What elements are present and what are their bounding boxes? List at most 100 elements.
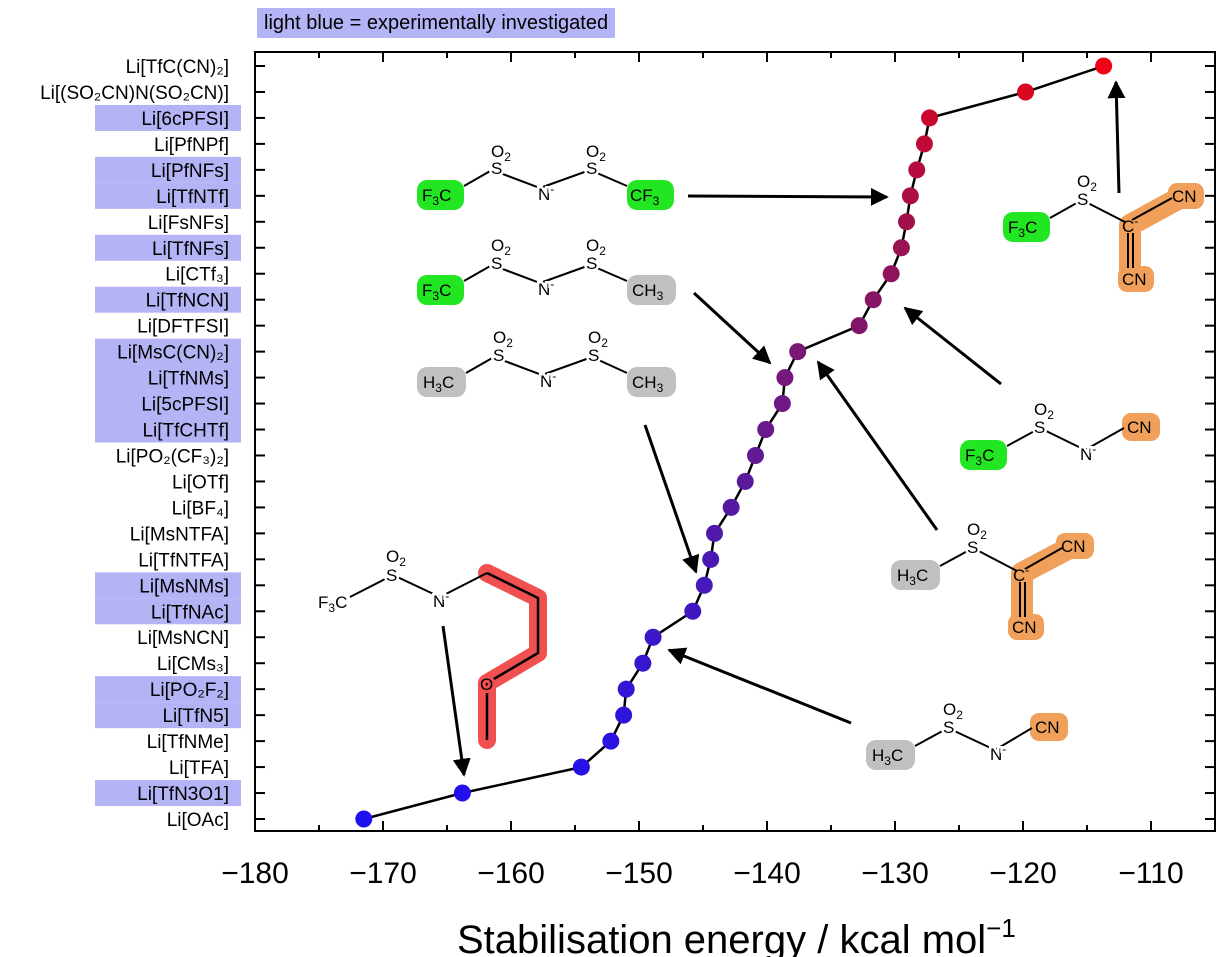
ch3-group xyxy=(627,275,676,305)
svg-text:CH3: CH3 xyxy=(632,373,664,395)
structure-msccn2: H3C S O2 C- CN CN xyxy=(891,520,1094,640)
y-tick-label: Li[TfNAc] xyxy=(151,602,229,623)
svg-text:CN: CN xyxy=(1122,270,1147,289)
y-tick-label: Li[TfNCN] xyxy=(146,291,229,312)
y-tick-label: Li[PO₂F₂] xyxy=(150,680,229,701)
points-layer xyxy=(355,57,1113,828)
cn-group xyxy=(1122,413,1160,441)
y-tick-label: Li[MsC(CN)₂] xyxy=(117,343,229,364)
svg-text:CN: CN xyxy=(1012,618,1037,637)
x-tick-label: −140 xyxy=(733,857,801,890)
highlight-Li[TfNCN] xyxy=(95,286,241,313)
y-tick-label: Li[CTf₃] xyxy=(165,265,229,286)
svg-text:CN: CN xyxy=(1061,537,1086,556)
cf3-group xyxy=(417,275,464,305)
y-tick-label: Li[PO₂(CF₃)₂] xyxy=(116,446,229,467)
highlight-Li[6cPFSI] xyxy=(95,104,241,131)
svg-text:S: S xyxy=(586,159,597,178)
highlight-Li[TfN5] xyxy=(95,702,241,729)
highlight-Li[5cPFSI] xyxy=(95,390,241,417)
y-tick-label: Li[TfNMe] xyxy=(147,732,229,753)
svg-text:O: O xyxy=(480,675,493,694)
y-tick-label: Li[CMs₃] xyxy=(157,654,229,675)
structure-tfntf: F3C S O2 N- S O2 CF3 xyxy=(417,142,674,210)
structure-tfnms: F3C S O2 N- S O2 CH3 xyxy=(417,236,676,305)
data-point-Li[MsNTFA] xyxy=(706,524,724,542)
y-tick-label: Li[OTf] xyxy=(172,472,229,493)
structure-tfncn: F3C S O2 N- CN xyxy=(960,400,1160,470)
data-point-Li[TfN3O1] xyxy=(453,784,471,802)
data-point-Li[TFA] xyxy=(572,758,590,776)
cn-group-top xyxy=(1056,533,1094,559)
cn-group-top xyxy=(1168,183,1204,209)
highlight-layer xyxy=(95,104,241,807)
y-tick-label: Li[TfNTFA] xyxy=(138,550,229,571)
ch3-group xyxy=(891,560,940,590)
data-point-Li[MsC(CN)2] xyxy=(789,343,807,361)
data-point-Li[PO2(CF3)2] xyxy=(746,446,764,464)
svg-text:O2: O2 xyxy=(1034,400,1054,422)
highlight-Li[PO2F2] xyxy=(95,676,241,703)
highlight-Li[TfNAc] xyxy=(95,598,241,625)
cn-group-bottom xyxy=(1118,266,1154,292)
svg-text:F3C: F3C xyxy=(422,186,451,208)
cf3-group xyxy=(1003,212,1050,242)
legend-box: light blue = experimentally investigated xyxy=(257,8,616,38)
data-point-Li[OTf] xyxy=(736,472,754,490)
data-point-Li[6cPFSI] xyxy=(921,109,939,127)
svg-text:F3C: F3C xyxy=(965,446,994,468)
ch3-group xyxy=(866,740,915,770)
y-tick-label: Li[TfN3O1] xyxy=(137,784,229,805)
highlight-Li[TfNFs] xyxy=(95,234,241,261)
svg-text:C-: C- xyxy=(1013,563,1029,585)
data-point-Li[BF4] xyxy=(722,498,740,516)
svg-text:CH3: CH3 xyxy=(632,281,664,303)
svg-text:O2: O2 xyxy=(493,328,513,350)
cf3-group-right xyxy=(627,180,674,210)
arrow-tfntf xyxy=(687,187,889,206)
arrow-msnms xyxy=(643,424,700,574)
svg-text:O2: O2 xyxy=(967,520,987,542)
svg-text:S: S xyxy=(491,254,502,273)
svg-text:N-: N- xyxy=(538,277,554,299)
data-point-Li[TfNFs] xyxy=(892,239,910,257)
x-tick-label: −120 xyxy=(989,857,1057,890)
svg-text:H3C: H3C xyxy=(423,373,454,395)
svg-text:O2: O2 xyxy=(491,236,511,258)
x-tick-label: −160 xyxy=(477,857,545,890)
y-tick-label: Li[MsNCN] xyxy=(137,628,229,649)
svg-text:S: S xyxy=(588,346,599,365)
arrows xyxy=(441,80,1126,777)
data-point-Li[TfNTFA] xyxy=(702,550,720,568)
ch3-group-right xyxy=(627,367,676,397)
x-axis-label: Stabilisation energy / kcal mol−1 xyxy=(457,913,1016,957)
y-tick-label: Li[5cPFSI] xyxy=(141,395,229,416)
y-tick-label: Li[TfNMs] xyxy=(148,369,229,390)
svg-text:N-: N- xyxy=(538,182,554,204)
y-tick-label: Li[MsNMs] xyxy=(139,576,229,597)
svg-text:S: S xyxy=(491,159,502,178)
data-point-Li[TfNMe] xyxy=(602,732,620,750)
y-tick-label: Li[TfCHTf] xyxy=(142,421,229,442)
data-point-Li[TfCHTf] xyxy=(757,421,775,439)
svg-text:H3C: H3C xyxy=(872,746,903,768)
x-tick-label: −170 xyxy=(349,857,417,890)
y-tick-label: Li[TfNFs] xyxy=(152,239,229,260)
highlight-Li[TfCHTf] xyxy=(95,416,241,443)
arrow-msccn2 xyxy=(816,360,939,531)
y-tick-label: Li[PfNPf] xyxy=(154,135,229,156)
data-point-Li[TfN5] xyxy=(615,706,633,724)
x-tick-label: −130 xyxy=(861,857,929,890)
svg-text:F3C: F3C xyxy=(422,281,451,303)
svg-text:O2: O2 xyxy=(386,547,406,569)
svg-text:S: S xyxy=(493,346,504,365)
svg-text:S: S xyxy=(943,718,954,737)
data-point-Li[DFTFSI] xyxy=(850,317,868,335)
cn-group xyxy=(1030,713,1068,741)
svg-text:F3C: F3C xyxy=(1008,218,1037,240)
y-tick-label: Li[MsNTFA] xyxy=(130,524,229,545)
x-tick-label: −180 xyxy=(221,857,289,890)
data-point-Li[TfNCN] xyxy=(864,291,882,309)
svg-text:S: S xyxy=(1034,418,1045,437)
